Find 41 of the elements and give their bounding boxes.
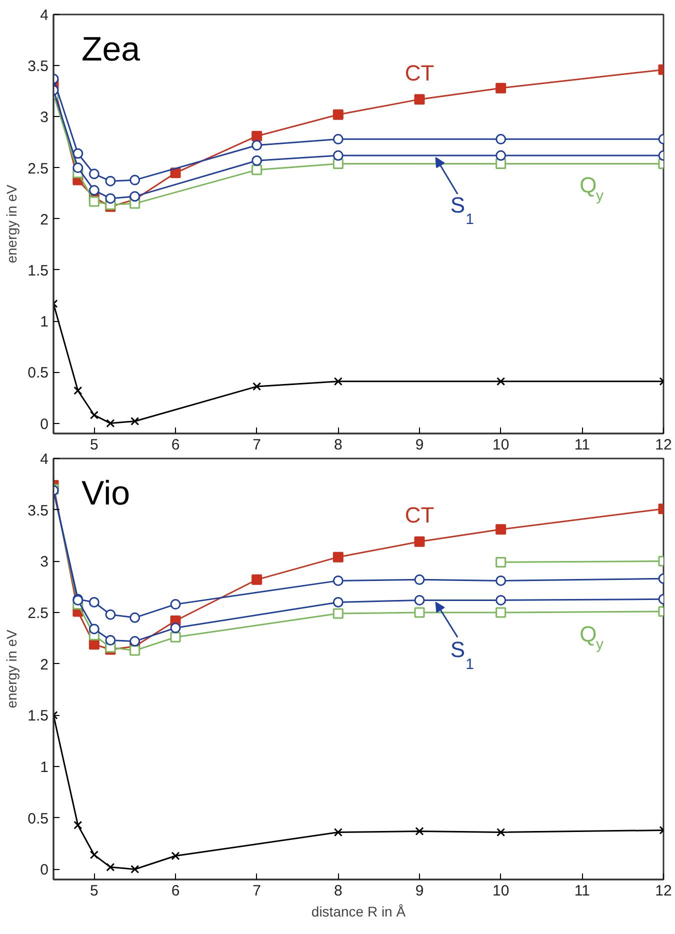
text: Zea (82, 30, 140, 68)
annotation: CT (404, 502, 434, 528)
x-tick-label: 5 (90, 882, 98, 900)
y-tick-label: 2.5 (28, 605, 49, 622)
y-tick-label: 0.5 (28, 810, 49, 828)
x-tick-label: 5 (90, 436, 98, 454)
y-axis-title: energy in eV (4, 184, 20, 264)
x-axis-title: distance R in Å (311, 904, 406, 920)
y-tick-label: 1 (40, 759, 48, 776)
y-tick-label: 0 (40, 416, 48, 433)
x-tick-label: 6 (171, 882, 180, 900)
x-tick-label: 12 (655, 436, 672, 454)
y-axis-title: energy in eV (4, 629, 20, 708)
y-tick-label: 2 (40, 656, 48, 674)
x-tick-label: 6 (171, 436, 180, 454)
x-tick-label: 11 (574, 882, 590, 900)
y-tick-label: 0 (40, 862, 48, 879)
x-tick-label: 9 (415, 436, 424, 454)
x-tick-label: 12 (655, 882, 672, 900)
y-tick-label: 3 (40, 554, 48, 571)
y-tick-label: 1.5 (28, 262, 49, 280)
x-tick-label: 11 (574, 436, 590, 454)
y-tick-label: 1.5 (28, 708, 49, 725)
text: Vio (82, 474, 130, 512)
x-tick-label: 8 (334, 436, 342, 454)
x-tick-label: 7 (252, 882, 262, 900)
y-tick-label: 3.5 (28, 58, 49, 76)
x-tick-label: 10 (492, 436, 510, 454)
y-tick-label: 4 (40, 451, 48, 468)
y-tick-label: 1 (40, 314, 48, 331)
x-tick-label: 10 (492, 882, 510, 900)
x-tick-label: 9 (415, 882, 424, 900)
y-tick-label: 2.5 (28, 160, 49, 178)
y-tick-label: 4 (40, 7, 48, 24)
x-tick-label: 7 (252, 436, 262, 454)
annotation: CT (404, 60, 434, 86)
x-tick-label: 8 (334, 882, 342, 900)
y-tick-label: 3.5 (28, 502, 49, 520)
y-tick-label: 3 (40, 109, 48, 126)
y-tick-label: 0.5 (28, 364, 49, 382)
y-tick-label: 2 (40, 211, 48, 228)
